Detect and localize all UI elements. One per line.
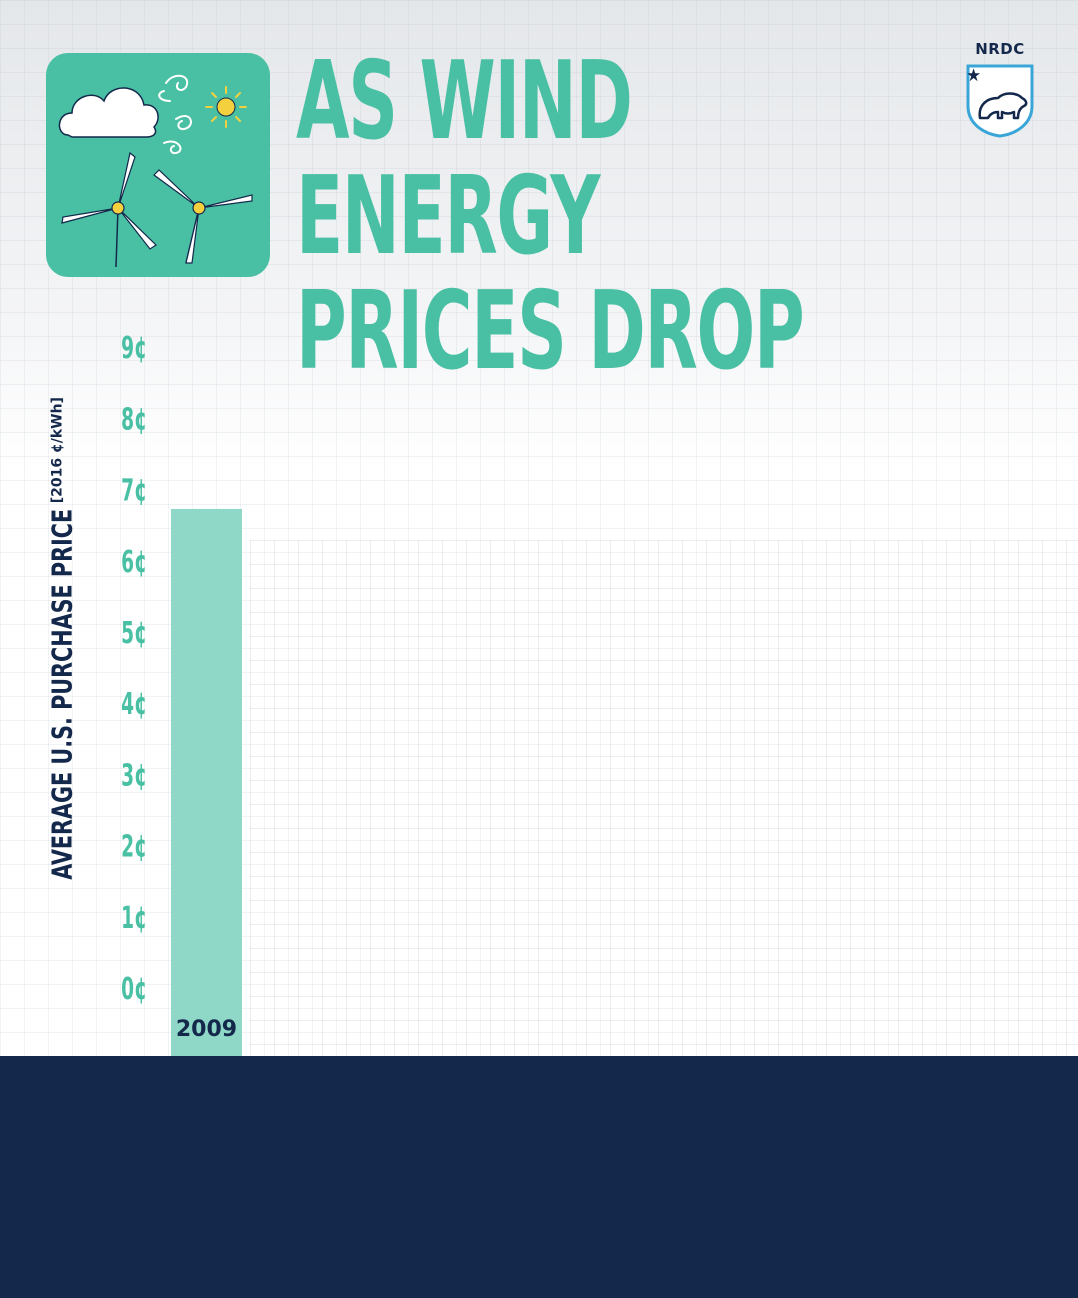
y-tick-label: 4¢	[121, 687, 147, 722]
wind-turbine-icon	[61, 151, 157, 268]
polar-bear-shield-icon	[966, 64, 1034, 138]
title-line: ENERGY	[296, 154, 600, 279]
title-line: PRICES DROP	[296, 269, 805, 394]
y-tick-label: 1¢	[121, 900, 147, 935]
page-title: AS WIND ENERGY PRICES DROP	[296, 39, 805, 394]
wind-energy-illustration	[46, 53, 270, 277]
y-tick-label: 8¢	[121, 402, 147, 437]
y-tick-label: 3¢	[121, 758, 147, 793]
y-tick-label: 9¢	[121, 331, 147, 366]
wind-turbine-icon	[153, 169, 253, 264]
footer-band	[0, 1056, 1078, 1298]
y-tick-label: 0¢	[121, 971, 147, 1006]
bar-chart: 0¢ 1¢ 2¢ 3¢ 4¢ 5¢ 6¢ 7¢ 8¢ 9¢ 2009	[121, 331, 242, 1057]
cloud-icon	[58, 87, 159, 138]
nrdc-logo: NRDC	[960, 40, 1040, 140]
bar	[171, 508, 242, 1057]
y-tick-label: 6¢	[121, 544, 147, 579]
y-tick-label: 2¢	[121, 829, 147, 864]
plot-grid	[250, 540, 1078, 1056]
y-tick-label: 7¢	[121, 473, 147, 508]
sun-icon	[205, 86, 247, 128]
logo-text: NRDC	[975, 40, 1025, 58]
x-category-label: 2009	[176, 1017, 237, 1042]
y-tick-label: 5¢	[121, 615, 147, 650]
wind-swirl-icon	[158, 74, 192, 155]
title-line: AS WIND	[296, 39, 633, 164]
